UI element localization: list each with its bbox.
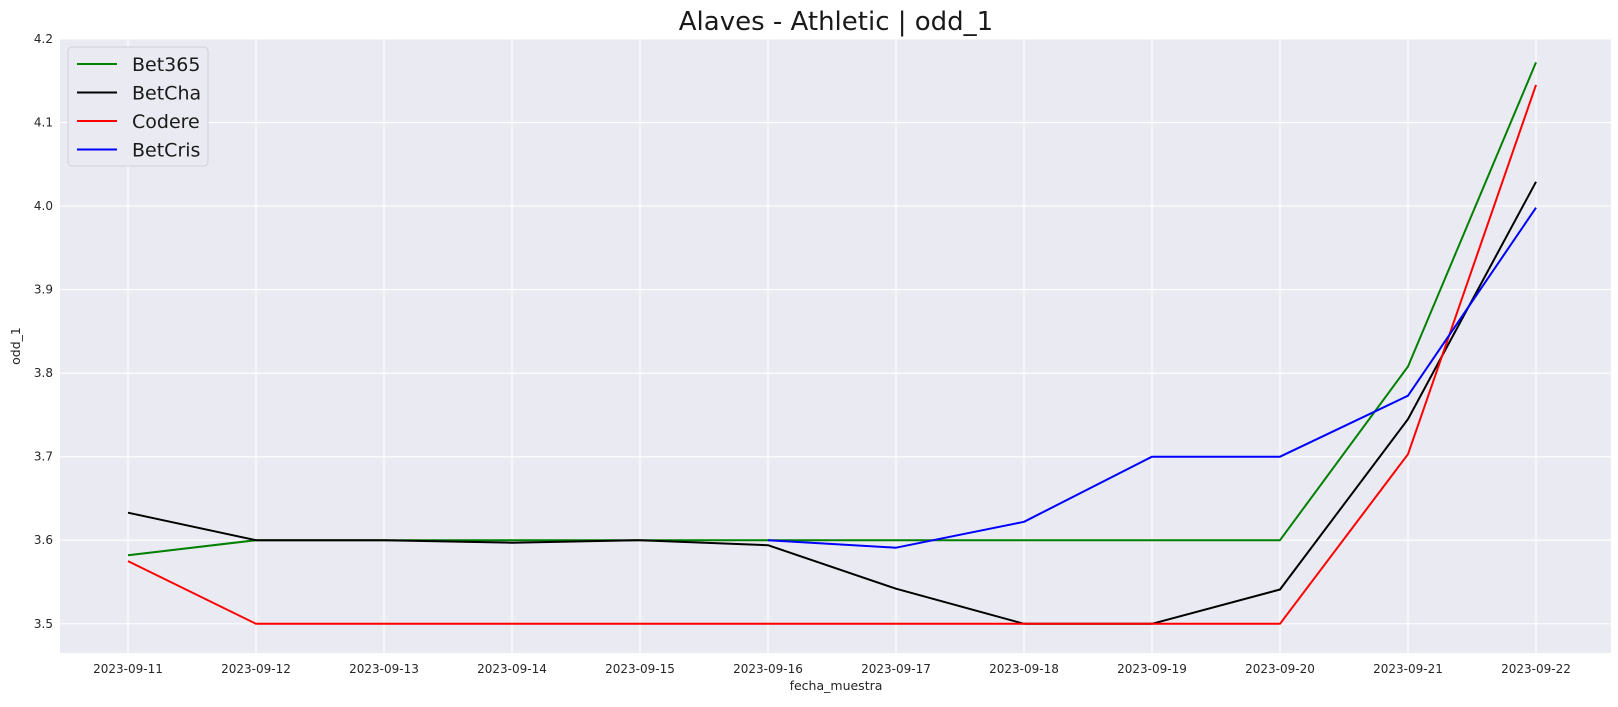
legend-entry: BetCris [132, 140, 200, 162]
plot-area [60, 39, 1611, 653]
y-tick-labels: 3.5 3.6 3.7 3.8 3.9 4.0 4.1 4.2 [34, 32, 53, 631]
x-tick-label: 2023-09-21 [1373, 662, 1443, 676]
series-lines [127, 62, 1537, 625]
legend: Bet365 BetCha Codere BetCris [67, 46, 209, 167]
series-line-betcha [127, 181, 1537, 625]
series-line-betcris [767, 207, 1537, 549]
x-axis-label: fecha_muestra [790, 678, 883, 693]
x-tick-label: 2023-09-17 [861, 662, 931, 676]
series-line-codere [127, 84, 1537, 625]
x-tick-label: 2023-09-16 [733, 662, 803, 676]
y-tick-label: 4.0 [34, 199, 53, 213]
chart-title: Alaves - Athletic | odd_1 [679, 7, 993, 37]
y-tick-label: 4.2 [34, 32, 53, 46]
x-tick-labels: 2023-09-11 2023-09-12 2023-09-13 2023-09-14… [93, 662, 1571, 676]
x-tick-label: 2023-09-19 [1117, 662, 1187, 676]
legend-box [67, 46, 209, 167]
x-tick-label: 2023-09-22 [1501, 662, 1571, 676]
x-tick-label: 2023-09-15 [605, 662, 675, 676]
x-tick-label: 2023-09-11 [93, 662, 163, 676]
x-tick-label: 2023-09-13 [349, 662, 419, 676]
legend-entry: Codere [132, 111, 200, 133]
y-axis-label: odd_1 [8, 327, 23, 365]
y-tick-label: 3.7 [34, 450, 53, 464]
y-tick-label: 3.6 [34, 533, 53, 547]
y-tick-label: 3.9 [34, 283, 53, 297]
y-tick-label: 3.8 [34, 366, 53, 380]
y-tick-label: 3.5 [34, 617, 53, 631]
x-tick-label: 2023-09-18 [989, 662, 1059, 676]
x-tick-label: 2023-09-12 [221, 662, 291, 676]
x-tick-label: 2023-09-20 [1245, 662, 1315, 676]
y-tick-label: 4.1 [34, 116, 53, 130]
legend-entry: Bet365 [132, 54, 200, 76]
legend-entry: BetCha [132, 83, 201, 105]
x-tick-label: 2023-09-14 [477, 662, 547, 676]
